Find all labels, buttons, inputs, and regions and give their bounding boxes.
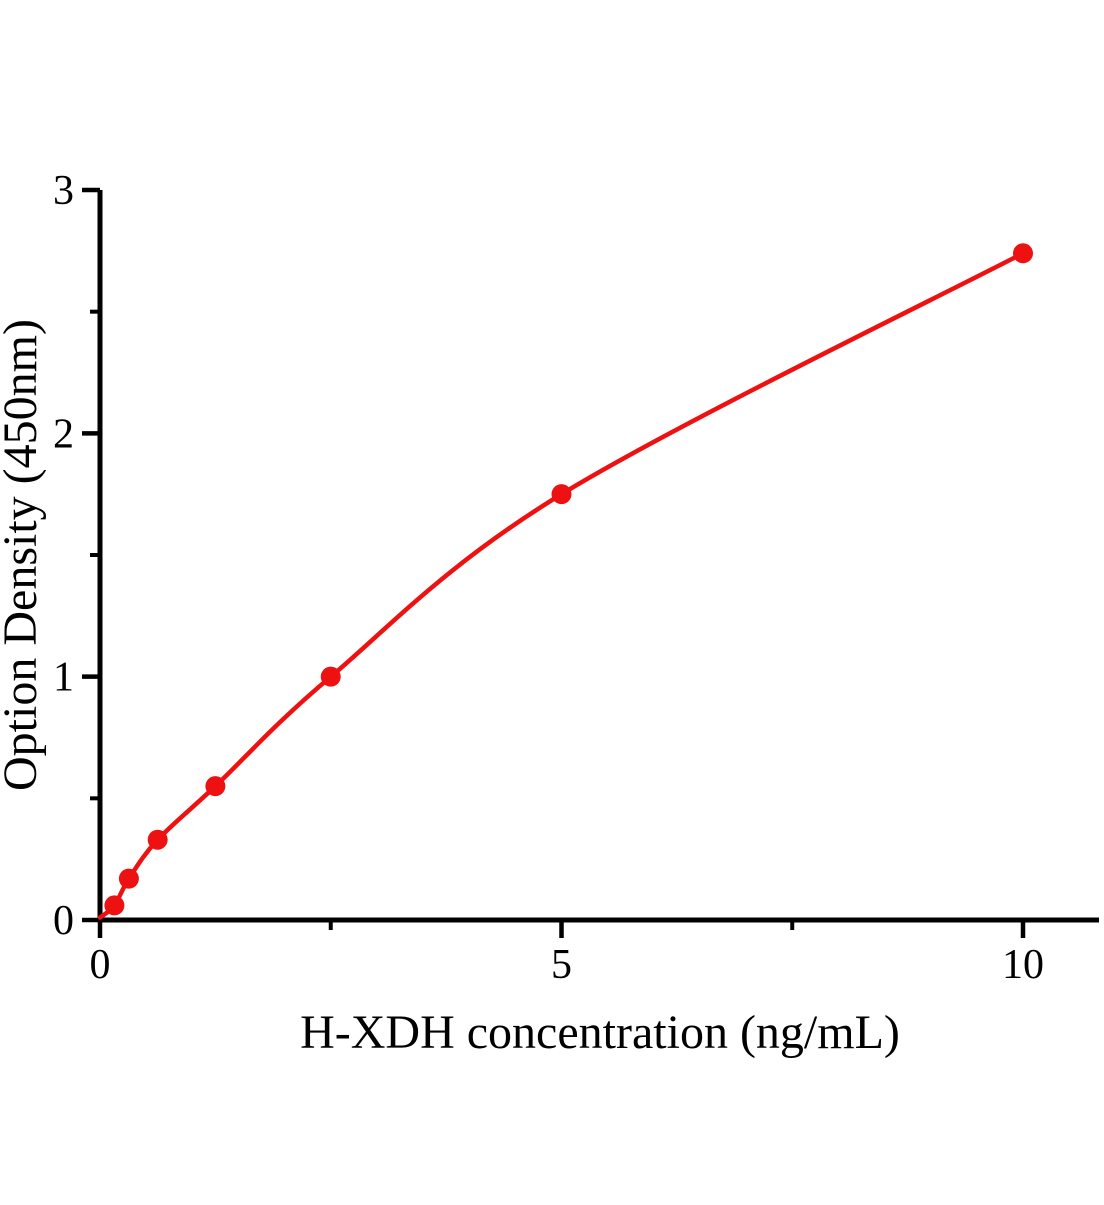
x-tick-label: 10: [1002, 942, 1044, 988]
x-axis-title: H-XDH concentration (ng/mL): [300, 1006, 900, 1059]
data-point-marker: [147, 829, 168, 850]
data-point-marker: [1013, 243, 1033, 264]
x-tick-label: 5: [551, 942, 572, 988]
data-point-marker: [320, 666, 341, 687]
axes-layer: 0 5 10 0 1 2 3: [53, 168, 1099, 988]
y-tick-label: 1: [53, 655, 74, 701]
y-tick-label: 3: [53, 168, 74, 214]
data-point-marker: [104, 895, 125, 916]
x-tick-label: 0: [90, 942, 111, 988]
series-layer: [97, 243, 1033, 920]
data-point-marker: [205, 776, 226, 797]
data-point-marker: [551, 484, 572, 505]
data-point-marker: [118, 868, 139, 889]
y-tick-label: 0: [53, 898, 74, 944]
standard-curve-line: [97, 251, 1026, 920]
y-axis-title: Option Density (450nm): [0, 319, 47, 791]
y-tick-label: 2: [53, 411, 74, 457]
